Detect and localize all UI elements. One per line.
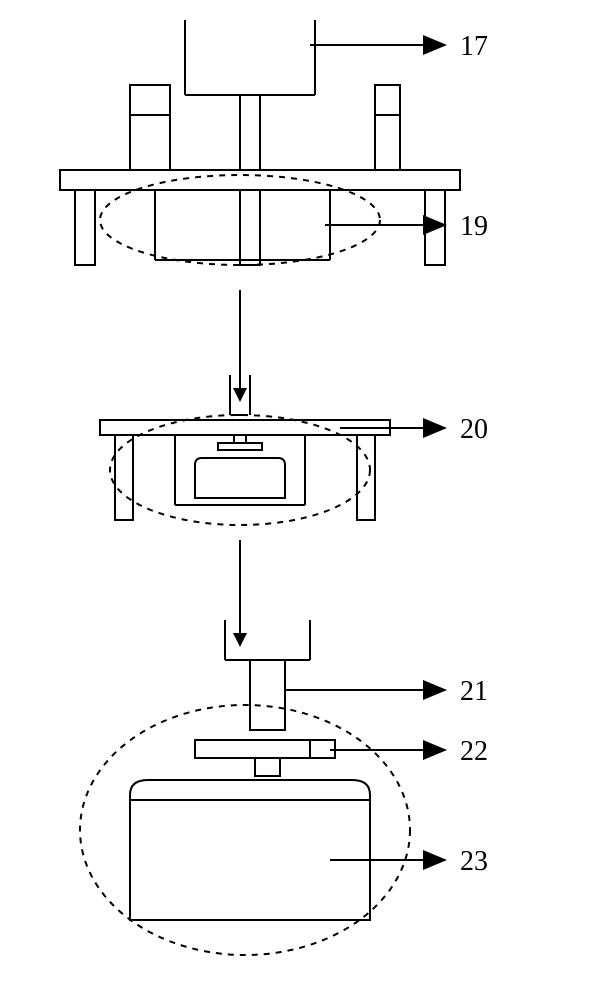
label-23: 23 <box>460 846 488 877</box>
top-assembly <box>60 20 460 265</box>
label-22: 22 <box>460 736 488 767</box>
label-20: 20 <box>460 414 488 445</box>
label-21: 21 <box>460 676 488 707</box>
middle-assembly <box>100 375 390 520</box>
ellipse-20 <box>110 415 370 525</box>
label-17: 17 <box>460 31 488 62</box>
label-19: 19 <box>460 211 488 242</box>
bottom-assembly <box>130 620 370 920</box>
